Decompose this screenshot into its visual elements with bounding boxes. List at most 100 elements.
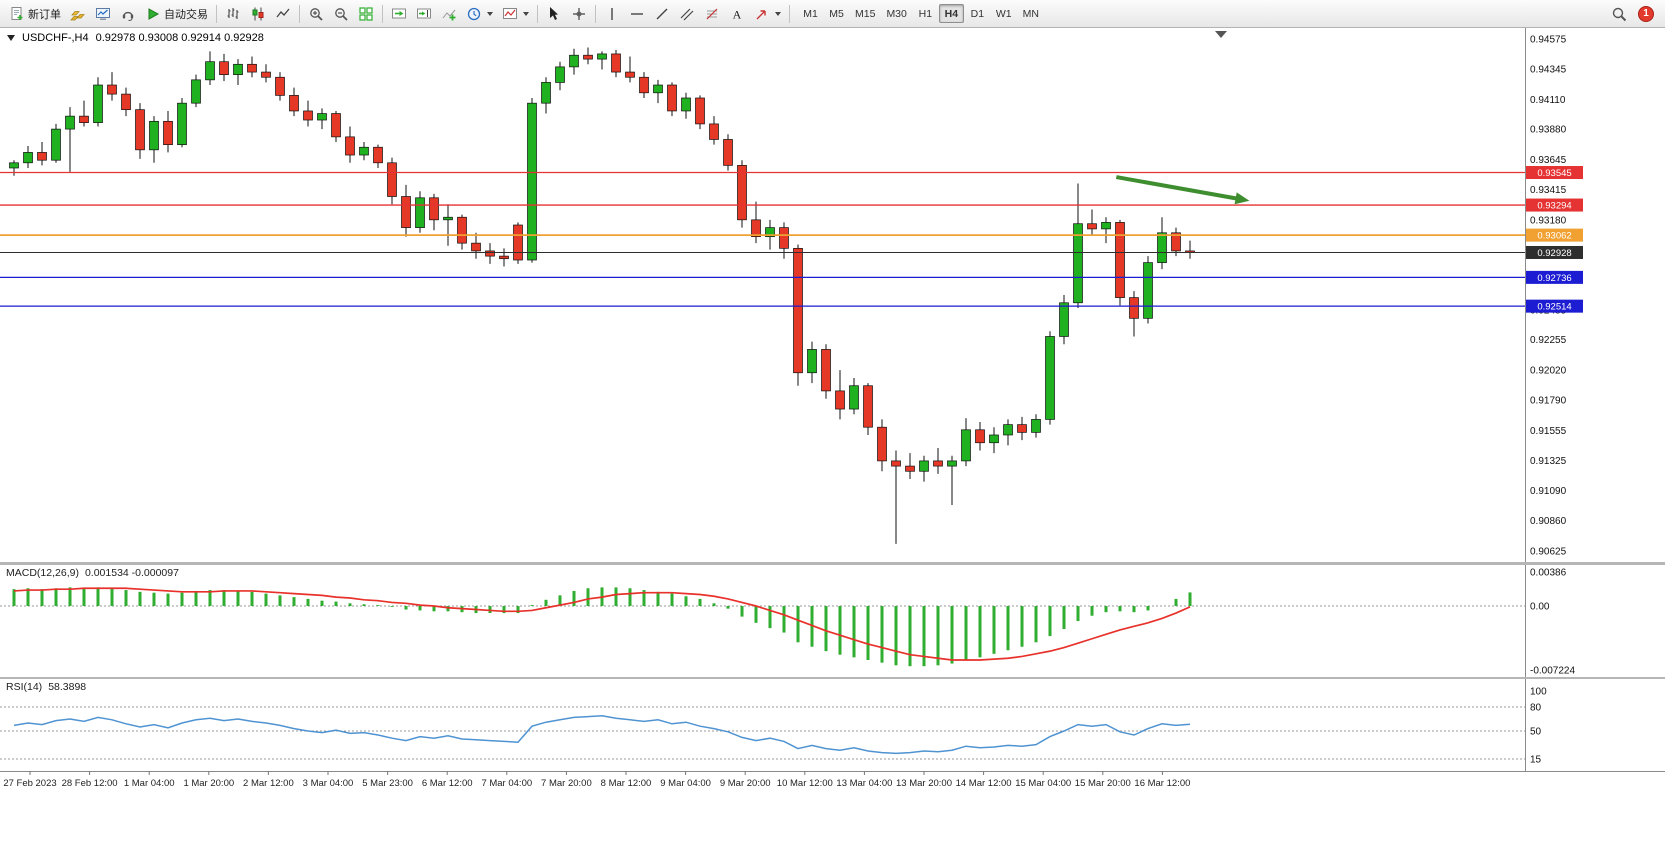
symbol-label: USDCHF-,H4 0.92978 0.93008 0.92914 0.929… xyxy=(7,32,264,44)
candle-down xyxy=(219,61,229,76)
toolbar-separator xyxy=(537,4,538,23)
autotrading-button[interactable]: 自动交易 xyxy=(141,3,212,25)
candle-down xyxy=(345,136,355,156)
candle-down xyxy=(793,247,803,374)
timeframe-m15-button[interactable]: M15 xyxy=(855,7,876,20)
timeframe-m5-button[interactable]: M5 xyxy=(829,7,844,20)
text-tool-button[interactable]: A xyxy=(725,3,749,25)
candle-up xyxy=(681,97,691,112)
timeframe-m1-button[interactable]: M1 xyxy=(803,7,818,20)
arrows-tool-button[interactable] xyxy=(750,3,785,25)
zoom-out-button[interactable] xyxy=(329,3,353,25)
candle-up xyxy=(807,349,817,374)
one-click-trading-toggle[interactable] xyxy=(7,35,15,41)
gold-button[interactable] xyxy=(66,3,90,25)
svg-text:0.90625: 0.90625 xyxy=(1530,546,1567,557)
svg-text:0.92736: 0.92736 xyxy=(1537,273,1571,284)
tile-windows-button[interactable] xyxy=(354,3,378,25)
timeframe-mn-button[interactable]: MN xyxy=(1022,7,1039,20)
time-label: 9 Mar 20:00 xyxy=(720,778,771,789)
candle-up xyxy=(1031,419,1041,433)
candle-down xyxy=(303,110,313,121)
candle-down xyxy=(1171,232,1181,252)
time-label: 8 Mar 12:00 xyxy=(601,778,652,789)
notification-badge[interactable]: 1 xyxy=(1638,5,1654,22)
svg-text:0.91090: 0.91090 xyxy=(1530,486,1567,497)
auto-scroll-button[interactable] xyxy=(387,3,411,25)
indicators-plus-icon xyxy=(442,9,456,20)
cursor-icon xyxy=(550,6,558,20)
support-button[interactable] xyxy=(116,3,140,25)
indicators-button[interactable] xyxy=(437,3,461,25)
autotrading-label: 自动交易 xyxy=(164,8,208,21)
chart-shift-marker[interactable] xyxy=(1215,31,1227,38)
chart-canvas[interactable]: 0.94575 0.94345 0.94110 0.93880 0.93645 0.934… xyxy=(0,28,1665,845)
timeframe-h4-button[interactable]: H4 xyxy=(938,4,964,23)
time-label: 2 Mar 12:00 xyxy=(243,778,294,789)
search-button[interactable] xyxy=(1607,3,1631,25)
market-watch-button[interactable] xyxy=(91,3,115,25)
pane-divider[interactable] xyxy=(0,677,1665,679)
price-tag-pivot xyxy=(1526,228,1583,242)
candle-up xyxy=(415,197,425,228)
zoom-in-button[interactable] xyxy=(304,3,328,25)
fibonacci-tool-button[interactable] xyxy=(700,3,724,25)
macd-signal-line xyxy=(13,587,1191,661)
candle-down xyxy=(723,139,733,166)
templates-button[interactable] xyxy=(498,3,533,25)
time-label: 6 Mar 12:00 xyxy=(422,778,473,789)
candle-up xyxy=(1101,222,1111,230)
timeframe-h1-button[interactable]: H1 xyxy=(918,7,933,20)
candle-down xyxy=(331,113,341,138)
svg-text:0.93645: 0.93645 xyxy=(1530,155,1567,166)
crosshair-button[interactable] xyxy=(567,3,591,25)
timeframe-group: M1 M5 M15 M30 H1 H4 D1 W1 MN xyxy=(798,4,1044,23)
market-watch-icon xyxy=(96,7,110,20)
arrow-shape-icon xyxy=(756,9,766,19)
time-axis[interactable]: 27 Feb 2023 28 Feb 12:00 1 Mar 04:00 1 Mar … xyxy=(3,771,1190,789)
svg-text:50: 50 xyxy=(1530,727,1542,738)
candle-up xyxy=(597,53,607,60)
candle-up xyxy=(191,79,201,104)
candle-down xyxy=(695,97,705,125)
bar-chart-icon xyxy=(227,7,239,19)
time-label: 14 Mar 12:00 xyxy=(956,778,1012,789)
toolbar-separator xyxy=(382,4,383,23)
chart-shift-button[interactable] xyxy=(412,3,436,25)
timeframe-d1-button[interactable]: D1 xyxy=(970,7,985,20)
trendline-tool-button[interactable] xyxy=(650,3,674,25)
equidistant-channel-icon xyxy=(680,8,694,20)
candle-down xyxy=(835,390,845,410)
new-order-button[interactable]: 新订单 xyxy=(5,3,65,25)
candle-up xyxy=(1003,424,1013,436)
time-label: 13 Mar 20:00 xyxy=(896,778,952,789)
trend-arrow-annotation[interactable] xyxy=(1115,175,1242,202)
periods-button[interactable] xyxy=(462,3,497,25)
vertical-line-tool-button[interactable] xyxy=(600,3,624,25)
timeframe-m30-button[interactable]: M30 xyxy=(886,7,907,20)
gold-icon xyxy=(70,10,85,20)
candlestick-chart-button[interactable] xyxy=(246,3,270,25)
candle-up xyxy=(541,82,551,104)
candle-up xyxy=(555,66,565,83)
candle-down xyxy=(863,385,873,428)
text-icon: A xyxy=(733,7,742,21)
horizontal-line-tool-button[interactable] xyxy=(625,3,649,25)
timeframe-w1-button[interactable]: W1 xyxy=(995,7,1012,20)
candle-up xyxy=(947,460,957,467)
cursor-button[interactable] xyxy=(542,3,566,25)
svg-text:0.92255: 0.92255 xyxy=(1530,335,1567,346)
candle-down xyxy=(667,84,677,112)
symbol-title: USDCHF-,H4 xyxy=(22,32,89,44)
channel-tool-button[interactable] xyxy=(675,3,699,25)
svg-text:0.93545: 0.93545 xyxy=(1537,168,1571,179)
line-chart-button[interactable] xyxy=(271,3,295,25)
bar-chart-button[interactable] xyxy=(221,3,245,25)
pane-divider[interactable] xyxy=(0,562,1665,565)
time-label: 1 Mar 20:00 xyxy=(183,778,234,789)
candle-down xyxy=(583,54,593,60)
zoom-out-icon xyxy=(335,7,348,21)
candle-up xyxy=(569,54,579,68)
candle-down xyxy=(611,53,621,73)
symbol-ohlc: 0.92978 0.93008 0.92914 0.92928 xyxy=(95,32,264,44)
